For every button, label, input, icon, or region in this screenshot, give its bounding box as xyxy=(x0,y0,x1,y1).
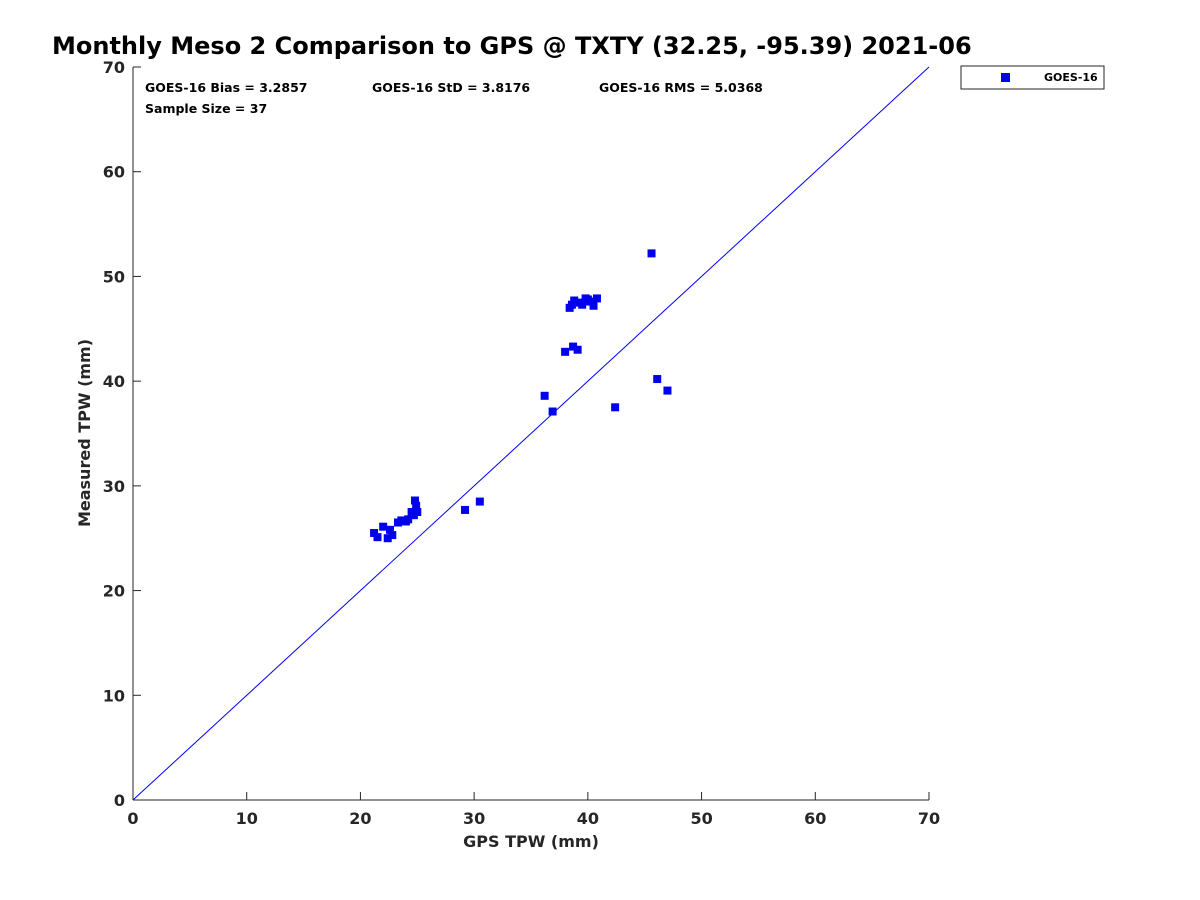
x-axis-label: GPS TPW (mm) xyxy=(463,832,599,851)
x-tick-label: 60 xyxy=(804,809,826,828)
x-tick-label: 70 xyxy=(918,809,940,828)
data-point xyxy=(379,522,388,531)
chart-title: Monthly Meso 2 Comparison to GPS @ TXTY … xyxy=(52,32,972,60)
legend-marker-square xyxy=(1001,73,1010,82)
data-point xyxy=(583,295,592,304)
x-tick-label: 40 xyxy=(577,809,599,828)
x-tick-label: 10 xyxy=(236,809,258,828)
data-point xyxy=(388,531,397,540)
y-tick-label: 20 xyxy=(103,582,125,601)
data-point xyxy=(592,294,601,303)
legend-label: GOES-16 xyxy=(1044,71,1098,84)
data-point xyxy=(408,510,417,519)
data-point xyxy=(411,496,420,505)
scatter-points xyxy=(370,249,672,543)
data-point xyxy=(397,516,406,525)
data-point xyxy=(385,525,394,534)
data-point xyxy=(373,533,382,542)
data-point xyxy=(663,386,672,395)
axis-ticks: 0 10 20 30 40 50 60 70 0 10 20 30 40 50 60 70 xyxy=(103,58,940,828)
y-tick-label: 60 xyxy=(103,163,125,182)
data-point xyxy=(475,497,484,506)
data-point xyxy=(589,301,598,310)
stat-std: GOES-16 StD = 3.8176 xyxy=(372,80,530,95)
y-tick-label: 30 xyxy=(103,477,125,496)
data-point xyxy=(653,375,662,384)
x-tick-label: 50 xyxy=(690,809,712,828)
data-point xyxy=(540,391,549,400)
data-point xyxy=(404,515,413,524)
stat-rms: GOES-16 RMS = 5.0368 xyxy=(599,80,763,95)
x-tick-label: 30 xyxy=(463,809,485,828)
data-point xyxy=(573,345,582,354)
y-tick-label: 40 xyxy=(103,372,125,391)
one-to-one-reference-line xyxy=(132,66,930,801)
legend-box xyxy=(960,65,1105,90)
data-point xyxy=(570,296,579,305)
data-point xyxy=(370,528,379,537)
data-point xyxy=(412,501,421,510)
data-point xyxy=(569,342,578,351)
data-point xyxy=(548,407,557,416)
y-tick-label: 70 xyxy=(103,58,125,77)
stats-annotations: GOES-16 Bias = 3.2857 GOES-16 StD = 3.81… xyxy=(145,80,763,116)
stat-sample-size: Sample Size = 37 xyxy=(145,101,267,116)
y-tick-label: 0 xyxy=(114,791,125,810)
x-tick-label: 20 xyxy=(349,809,371,828)
x-tick-label: 0 xyxy=(127,809,138,828)
data-point xyxy=(575,298,584,307)
data-point xyxy=(567,300,576,309)
y-tick-label: 10 xyxy=(103,686,125,705)
data-point xyxy=(561,347,570,356)
data-point xyxy=(611,403,620,412)
data-point xyxy=(413,508,422,517)
data-point xyxy=(461,505,470,514)
legend: GOES-16 xyxy=(960,65,1105,90)
stat-bias: GOES-16 Bias = 3.2857 xyxy=(145,80,307,95)
data-point xyxy=(647,249,656,258)
plot-area: 0 10 20 30 40 50 60 70 0 10 20 30 40 50 60 70 xyxy=(103,58,940,828)
data-point xyxy=(383,534,392,543)
y-tick-label: 50 xyxy=(103,267,125,286)
y-axis-label: Measured TPW (mm) xyxy=(75,339,94,527)
